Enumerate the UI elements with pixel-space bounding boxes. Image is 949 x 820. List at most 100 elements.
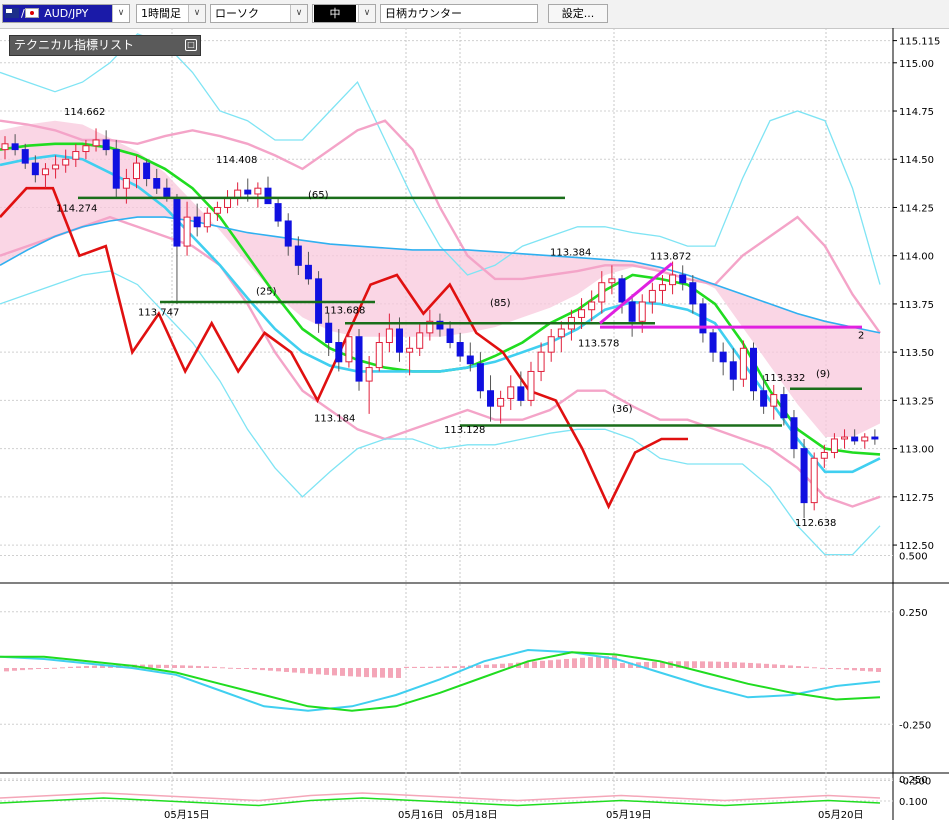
macd-bar (428, 666, 433, 668)
marker-select[interactable]: 中 ∨ (312, 4, 376, 23)
candle-body (497, 397, 505, 407)
close-icon[interactable]: □ (185, 39, 197, 51)
macd-tick-label: 0.500 (899, 552, 928, 563)
price-annotation: 2 (858, 331, 864, 342)
macd-bar (460, 665, 465, 668)
macd-bar (708, 661, 713, 668)
macd-bar (396, 668, 401, 678)
x-tick-label: 05月18日 (452, 809, 497, 820)
symbol-select[interactable]: / AUD/JPY ∨ (2, 4, 130, 23)
macd-bar (36, 668, 41, 669)
candle-body (658, 284, 666, 291)
candle-body (112, 149, 120, 189)
macd-bar (420, 666, 425, 668)
macd-bar (212, 666, 217, 668)
y-tick-label: 113.25 (899, 396, 934, 407)
price-annotation: 114.662 (64, 107, 105, 118)
settings-button[interactable]: 設定... (548, 4, 608, 23)
candle-body (760, 390, 768, 407)
y-tick-label: 115.00 (899, 59, 934, 70)
macd-bar (508, 663, 513, 668)
candle-body (31, 162, 39, 176)
chevron-down-icon[interactable]: ∨ (358, 5, 375, 22)
candle-body (476, 363, 484, 392)
lagging-line (0, 186, 688, 510)
chart-type-select[interactable]: ローソク ∨ (210, 4, 308, 23)
macd-bar (796, 666, 801, 668)
chevron-down-icon[interactable]: ∨ (112, 5, 129, 22)
macd-bar (436, 666, 441, 668)
candle-body (537, 351, 545, 372)
macd-bar (548, 660, 553, 668)
bb_2-line (0, 119, 881, 334)
candle-body (1, 143, 9, 151)
x-tick-label: 05月20日 (818, 809, 863, 820)
timeframe-select[interactable]: 1時間足 ∨ (136, 4, 206, 23)
macd-bar (556, 659, 561, 668)
macd-bar (340, 668, 345, 676)
price-chart[interactable]: 114.662 114.274 113.747 114.408 113.688 113.1… (0, 28, 949, 820)
candle-body (183, 216, 191, 247)
macd-bar (716, 661, 721, 668)
candle-body (254, 187, 262, 195)
macd-bar (76, 666, 81, 668)
price-annotation: 113.332 (764, 373, 805, 384)
candle-body (335, 342, 343, 363)
x-tick-label: 05月16日 (398, 809, 443, 820)
cloud-area (0, 120, 880, 437)
macd-bar (284, 668, 289, 672)
counter-label: 日柄カウンター (385, 7, 462, 20)
chart-type-label: ローソク (215, 7, 259, 20)
osc-tick-label: 0.250 (899, 775, 928, 786)
macd-bar (836, 668, 841, 670)
macd-bar (44, 668, 49, 669)
candle-body (365, 367, 373, 382)
australia-flag-icon (5, 8, 19, 18)
macd-bar (860, 668, 865, 671)
macd-bar (564, 658, 569, 668)
price-annotation: 112.638 (795, 518, 836, 529)
macd-bar (628, 662, 633, 668)
macd-bar (92, 665, 97, 668)
macd-bar (52, 667, 57, 669)
drawn-objects: 114.662 114.274 113.747 114.408 113.688 113.1… (56, 107, 864, 529)
macd-tick-label: -0.250 (899, 720, 931, 731)
price-annotation: 114.274 (56, 203, 97, 214)
candle-body (213, 206, 221, 214)
candle-body (830, 438, 838, 453)
price-annotation: 113.747 (138, 308, 179, 319)
candle-body (294, 245, 302, 266)
candle-body (466, 355, 474, 365)
y-axis: 115.115 115.00 114.75 114.50 114.25 114.00 113… (892, 28, 940, 820)
candle-body (679, 274, 687, 284)
macd-bar (308, 668, 313, 674)
y-tick-label: 113.50 (899, 348, 934, 359)
chevron-down-icon[interactable]: ∨ (290, 5, 307, 22)
marker-label: 中 (314, 5, 356, 22)
macd-bar (180, 665, 185, 668)
candle-body (325, 322, 333, 344)
macd-bar (844, 668, 849, 670)
macd-bar (828, 668, 833, 669)
counter-field[interactable]: 日柄カウンター (380, 4, 538, 23)
macd-tick-label: -0.500 (899, 777, 931, 788)
y-tick-label: 114.50 (899, 155, 934, 166)
macd-bar (620, 663, 625, 668)
y-tick-label: 113.75 (899, 300, 934, 311)
candle-body (750, 347, 758, 392)
candle-body (851, 436, 859, 442)
macd-bar (692, 661, 697, 668)
candle-body (628, 301, 636, 322)
indicator-list-panel[interactable]: テクニカル指標リスト □ (9, 35, 201, 56)
bb_lower_2-line (0, 215, 881, 508)
candles (1, 128, 879, 519)
macd-bar (316, 668, 321, 675)
macd-bar (788, 665, 793, 668)
macd-bar (188, 665, 193, 668)
bb_lower-line (0, 270, 881, 556)
chevron-down-icon[interactable]: ∨ (188, 5, 205, 22)
macd-bar (476, 665, 481, 668)
candle-body (739, 347, 747, 380)
x-axis: 05月15日 05月16日 05月18日 05月19日 05月20日 (164, 809, 863, 820)
candle-body (102, 139, 110, 151)
